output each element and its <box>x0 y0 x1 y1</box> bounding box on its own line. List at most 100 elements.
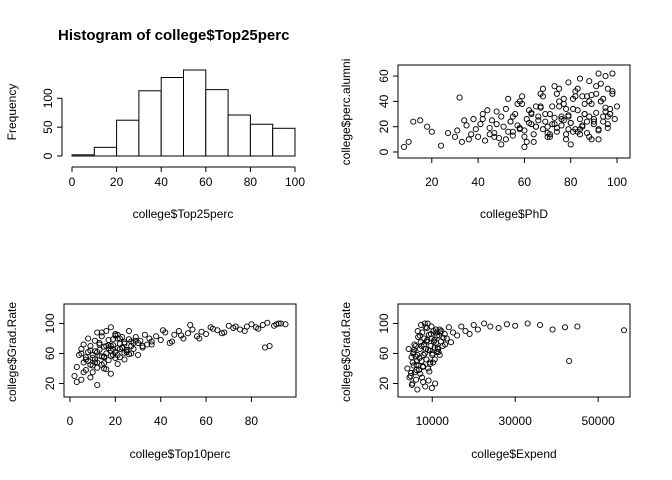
phd-alumni-point <box>456 94 463 101</box>
top10-gradrate-point <box>148 338 155 345</box>
phd-alumni-point <box>593 83 600 90</box>
expend-gradrate-point <box>524 320 531 327</box>
phd-alumni-point <box>581 110 588 118</box>
expend-gradrate-point <box>412 342 419 350</box>
phd-alumni-point <box>498 113 505 120</box>
histogram-bar <box>116 119 140 157</box>
phd-alumni-point <box>505 95 512 102</box>
expend-gradrate-point <box>481 320 488 327</box>
histogram-x-label: college$Top25perc <box>133 207 234 221</box>
histogram-x-tick-label: 80 <box>244 175 258 189</box>
phd-alumni-point <box>556 85 563 92</box>
top10-gradrate-scatter-panel: 0 20 40 60 80 20 60 100 college$Top10perc coll… <box>5 302 297 461</box>
phd-alumni-point <box>595 70 602 77</box>
expend-gradrate-y-axis: 20 60 100 <box>377 313 398 390</box>
phd-alumni-point <box>609 70 616 77</box>
phd-alumni-point <box>576 131 584 138</box>
top10-gradrate-point <box>112 332 119 339</box>
top10-gradrate-point <box>85 335 92 342</box>
expend-gradrate-y-tick-label: 60 <box>377 347 391 361</box>
expend-gradrate-point <box>440 334 447 341</box>
expend-gradrate-point <box>566 357 573 365</box>
expend-gradrate-point <box>426 368 433 375</box>
expend-gradrate-point <box>495 324 502 332</box>
phd-alumni-point <box>451 133 458 140</box>
expend-gradrate-point <box>474 326 481 333</box>
phd-alumni-point <box>493 121 500 128</box>
phd-alumni-point <box>444 129 452 137</box>
histogram-x-tick-label: 0 <box>69 175 76 189</box>
phd-alumni-point <box>470 116 477 123</box>
expend-gradrate-x-tick-label: 30000 <box>499 414 533 428</box>
phd-alumni-point <box>535 113 542 120</box>
expend-gradrate-point <box>423 338 430 345</box>
phd-alumni-point <box>477 121 484 128</box>
phd-alumni-point <box>567 119 574 126</box>
phd-alumni-point <box>532 103 540 110</box>
expend-gradrate-point <box>416 332 423 339</box>
top10-gradrate-point <box>137 337 144 344</box>
phd-alumni-point <box>614 103 621 110</box>
phd-alumni-point <box>475 133 482 140</box>
top10-gradrate-point <box>187 321 194 329</box>
top10-gradrate-point <box>80 341 87 348</box>
phd-alumni-point <box>544 123 551 130</box>
phd-alumni-y-axis: 0 20 40 60 <box>377 69 398 155</box>
top10-gradrate-point <box>144 341 151 348</box>
expend-gradrate-scatter-panel: 10000 30000 50000 20 60 100 college$Expend c… <box>339 302 631 461</box>
expend-gradrate-point <box>404 365 411 372</box>
top10-gradrate-point <box>171 331 178 338</box>
expend-gradrate-point <box>470 321 477 329</box>
expend-gradrate-points <box>404 320 628 393</box>
phd-alumni-point <box>468 131 475 138</box>
top10-gradrate-y-tick-label: 100 <box>43 313 57 333</box>
top10-gradrate-point <box>96 341 103 348</box>
top10-gradrate-point <box>94 359 101 366</box>
histogram-bars <box>71 69 296 157</box>
phd-alumni-y-tick-label: 40 <box>377 94 391 108</box>
phd-alumni-point <box>586 78 593 85</box>
top10-gradrate-x-label: college$Top10perc <box>130 447 231 461</box>
top10-gradrate-point <box>153 333 160 340</box>
expend-gradrate-point <box>620 327 628 334</box>
phd-alumni-point <box>472 126 479 133</box>
phd-alumni-point <box>539 126 546 133</box>
expend-gradrate-point <box>436 351 443 359</box>
phd-alumni-point <box>572 93 579 100</box>
phd-alumni-point <box>542 110 549 118</box>
expend-gradrate-x-tick-label: 10000 <box>416 414 450 428</box>
expend-gradrate-point <box>428 384 435 392</box>
top10-gradrate-point <box>241 327 248 335</box>
phd-alumni-point <box>604 124 611 132</box>
histogram-bar <box>71 154 95 157</box>
expend-gradrate-point <box>413 376 420 383</box>
expend-gradrate-x-label: college$Expend <box>471 447 556 461</box>
top10-gradrate-point <box>134 351 142 359</box>
expend-gradrate-point <box>430 359 437 366</box>
phd-alumni-point <box>590 116 597 123</box>
phd-alumni-point <box>570 105 577 113</box>
phd-alumni-point <box>560 100 567 107</box>
expend-gradrate-point <box>437 329 444 336</box>
top10-gradrate-point <box>71 372 78 380</box>
expend-gradrate-point <box>435 345 442 353</box>
expend-gradrate-point <box>433 329 440 336</box>
top10-gradrate-point <box>125 327 133 335</box>
phd-alumni-point <box>593 109 600 116</box>
phd-alumni-x-tick-label: 20 <box>425 175 439 189</box>
phd-alumni-point <box>574 85 581 92</box>
expend-gradrate-point <box>427 342 434 350</box>
histogram-x-axis: 0 20 40 60 80 100 <box>69 166 305 189</box>
top10-gradrate-point <box>209 325 216 332</box>
top10-gradrate-point <box>252 324 260 331</box>
top10-gradrate-x-tick-label: 20 <box>109 414 123 428</box>
phd-alumni-point <box>611 116 618 123</box>
top10-gradrate-point <box>119 333 126 341</box>
phd-alumni-point <box>505 128 512 135</box>
phd-alumni-point <box>570 128 577 135</box>
expend-gradrate-plot-frame <box>397 303 631 398</box>
expend-gradrate-point <box>458 323 465 330</box>
top10-gradrate-point <box>282 321 289 328</box>
phd-alumni-point <box>597 80 604 87</box>
phd-alumni-point <box>604 85 611 92</box>
